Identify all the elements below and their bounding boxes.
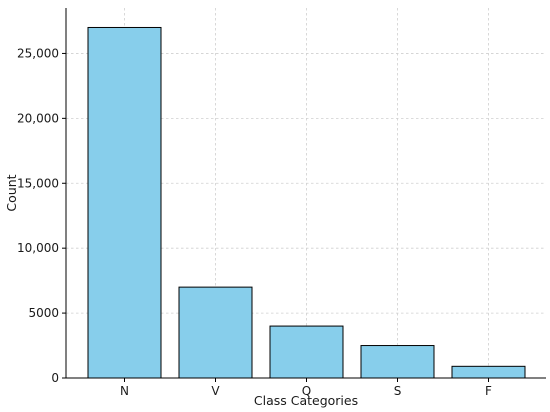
y-tick-label: 20,000 (17, 111, 59, 125)
y-tick-label: 0 (51, 371, 59, 385)
y-ticks: 0 5000 10,000 15,000 20,000 25,000 (17, 46, 66, 385)
y-tick-label: 25,000 (17, 46, 59, 60)
bar-S (360, 345, 435, 379)
bar-Q (269, 325, 344, 379)
x-tick-label: F (485, 384, 492, 398)
x-tick-label: Q (302, 384, 311, 398)
bar-N (87, 26, 162, 379)
x-tick-label: N (120, 384, 129, 398)
x-tick-label: V (211, 384, 220, 398)
y-tick-label: 15,000 (17, 176, 59, 190)
y-tick-label: 5000 (28, 306, 59, 320)
x-tick-label: S (394, 384, 402, 398)
y-axis-title: Count (4, 174, 19, 211)
bar-V (178, 286, 253, 379)
bar-F (451, 365, 526, 379)
y-tick-label: 10,000 (17, 241, 59, 255)
x-axis-title: Class Categories (254, 393, 358, 408)
